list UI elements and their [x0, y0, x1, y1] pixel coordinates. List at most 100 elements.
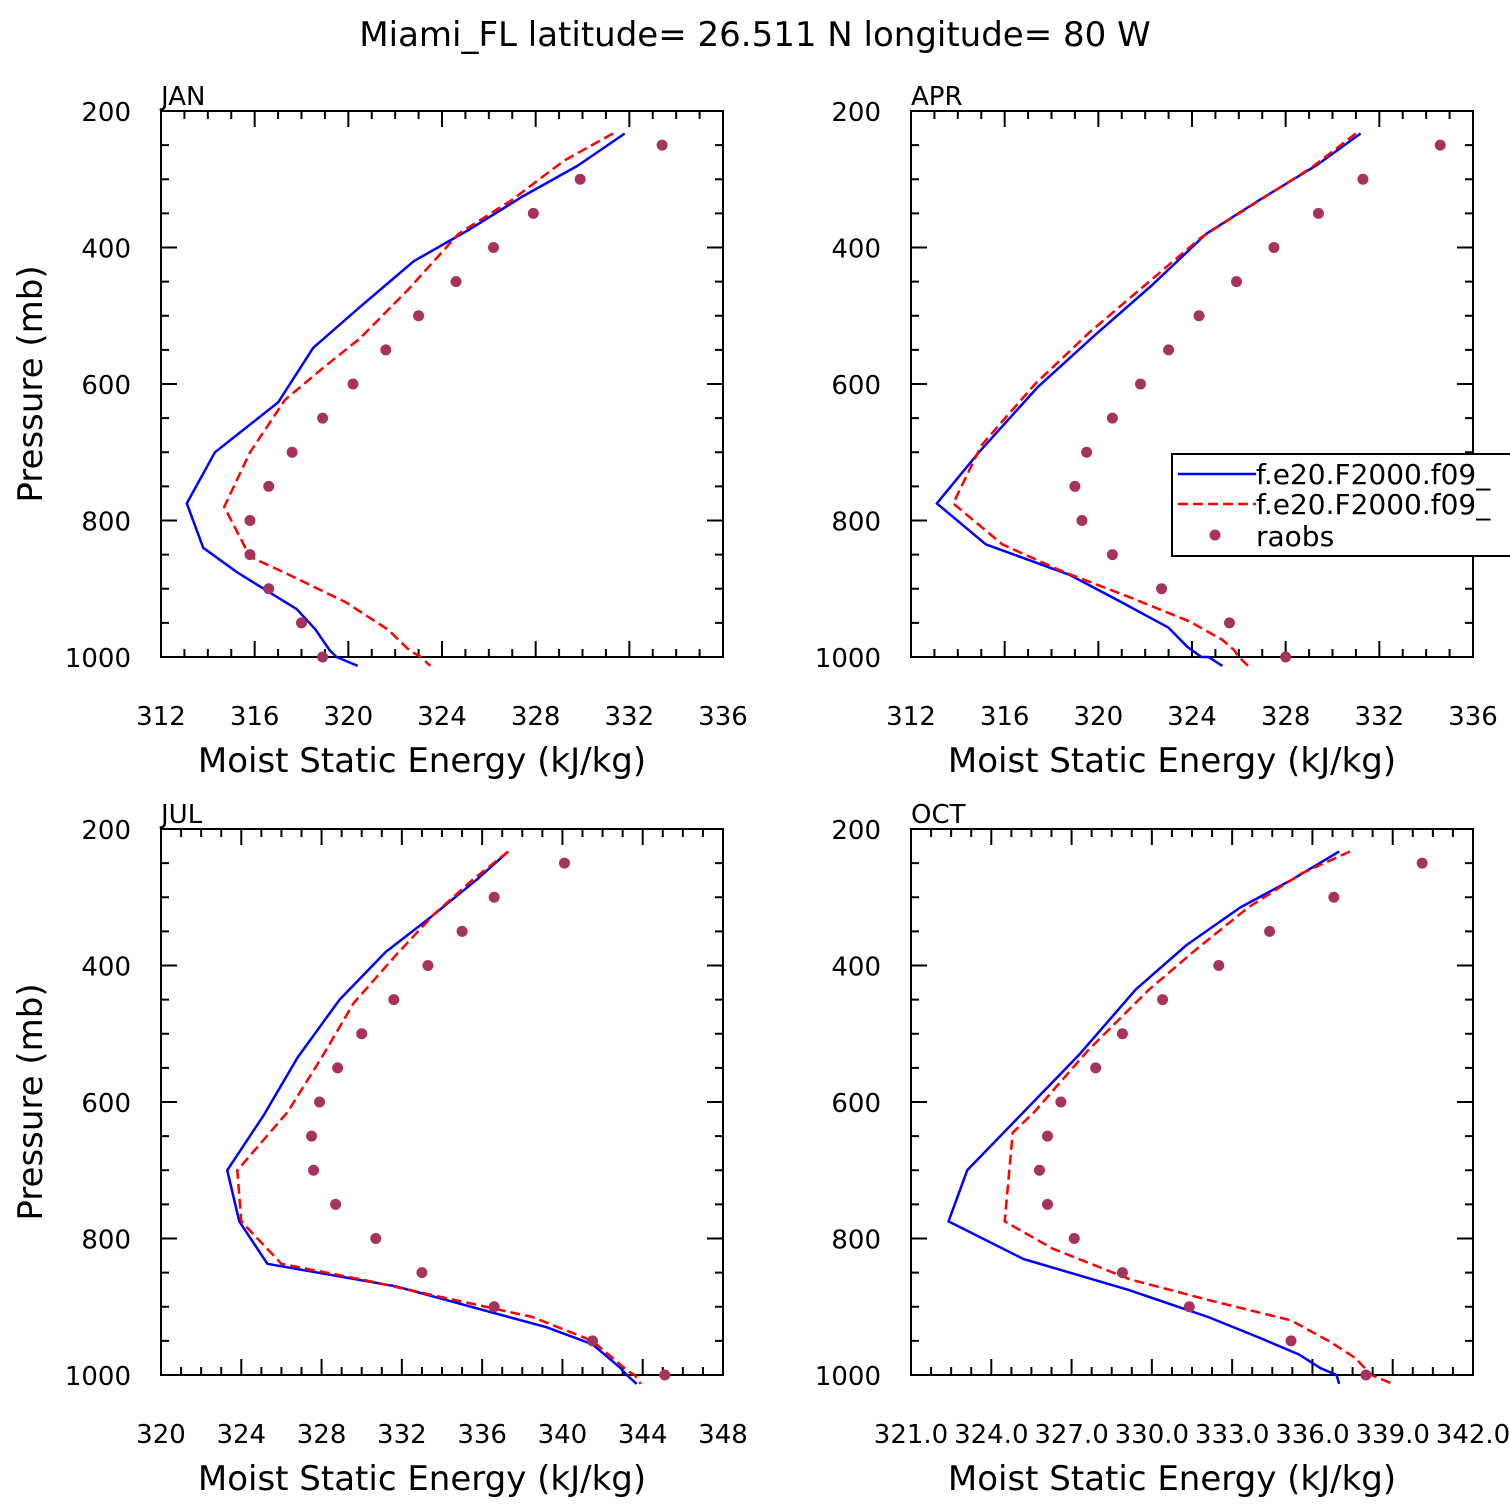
- raobs-point: [1069, 480, 1081, 492]
- raobs-point: [416, 1267, 428, 1279]
- raobs-point: [1156, 583, 1168, 595]
- legend: f.e20.F2000.f09_f.e20.F2000.f09_raobs: [1171, 453, 1510, 557]
- raobs-point: [244, 549, 256, 561]
- y-tick-label: 1000: [815, 1362, 881, 1392]
- panel-title: APR: [911, 82, 963, 112]
- raobs-point: [1268, 242, 1280, 253]
- raobs-point: [1280, 651, 1292, 663]
- x-axis-label: Moist Static Energy (kJ/kg): [948, 741, 1396, 781]
- y-tick-label: 800: [81, 508, 131, 538]
- data-area: [935, 132, 1446, 667]
- model2-line: [222, 132, 614, 667]
- raobs-point: [332, 1062, 344, 1074]
- raobs-point: [244, 515, 256, 526]
- x-tick-label: 344: [618, 1420, 668, 1450]
- raobs-point: [488, 891, 500, 903]
- x-tick-label: 336.0: [1275, 1420, 1349, 1450]
- y-tick-label: 400: [831, 953, 881, 983]
- x-tick-label: 336: [698, 702, 748, 732]
- y-tick-label: 200: [831, 816, 881, 846]
- x-tick-label: 328: [297, 1420, 347, 1450]
- raobs-point: [306, 1130, 318, 1142]
- x-tick-label: 312: [136, 702, 186, 732]
- plot-frame: [160, 110, 724, 658]
- y-tick-label: 600: [81, 371, 131, 401]
- x-tick-label: 312: [886, 702, 936, 732]
- chart-panel-oct: 200 400 600 800 1000 321.0 324.0 327.0 330.0 333.…: [815, 800, 1510, 1499]
- y-tick-label: 600: [81, 1089, 131, 1119]
- x-tick-label: 327.0: [1034, 1420, 1108, 1450]
- raobs-point: [370, 1233, 382, 1244]
- data-area: [225, 850, 671, 1385]
- data-area: [947, 850, 1428, 1386]
- raobs-point: [488, 1301, 500, 1313]
- y-tick-label: 1000: [65, 1362, 131, 1392]
- x-tick-label: 328: [1261, 702, 1311, 732]
- raobs-point: [380, 344, 392, 356]
- x-axis-label: Moist Static Energy (kJ/kg): [948, 1459, 1396, 1499]
- y-tick-label: 800: [831, 1226, 881, 1256]
- raobs-point: [1357, 173, 1369, 185]
- x-tick-label: 324: [417, 702, 467, 732]
- plot-frame: [910, 110, 1474, 658]
- raobs-point: [456, 925, 468, 937]
- x-tick-label: 316: [230, 702, 280, 732]
- x-tick-label: 339.0: [1355, 1420, 1429, 1450]
- raobs-point: [1230, 276, 1242, 288]
- raobs-point: [422, 960, 434, 971]
- raobs-point: [1068, 1233, 1080, 1244]
- y-tick-label: 1000: [815, 644, 881, 674]
- y-tick-label: 400: [831, 235, 881, 265]
- x-tick-label: 336: [1448, 702, 1498, 732]
- x-tick-label: 324.0: [954, 1420, 1028, 1450]
- legend-label: raobs: [1256, 520, 1334, 553]
- legend-label: f.e20.F2000.f09_: [1256, 488, 1491, 521]
- x-tick-label: 333.0: [1195, 1420, 1269, 1450]
- x-tick-label: 332: [605, 702, 655, 732]
- raobs-point: [263, 583, 275, 595]
- raobs-point: [1116, 1267, 1128, 1279]
- raobs-point: [1116, 1028, 1128, 1040]
- x-tick-label: 348: [698, 1420, 748, 1450]
- legend-raobs-marker: [1209, 529, 1221, 541]
- raobs-point: [527, 207, 539, 219]
- raobs-point: [587, 1335, 599, 1347]
- raobs-point: [1285, 1335, 1297, 1347]
- x-axis-label: Moist Static Energy (kJ/kg): [198, 1459, 646, 1499]
- model2-line: [1003, 850, 1394, 1386]
- y-axis-label: Pressure (mb): [11, 265, 51, 502]
- y-tick-label: 1000: [65, 644, 131, 674]
- x-tick-label: 336: [457, 1420, 507, 1450]
- raobs-point: [1416, 857, 1428, 869]
- model1-line: [935, 132, 1362, 667]
- model1-line: [225, 850, 638, 1385]
- panel-title: OCT: [911, 800, 966, 830]
- x-tick-label: 324: [216, 1420, 266, 1450]
- x-tick-label: 330.0: [1115, 1420, 1189, 1450]
- raobs-point: [317, 651, 329, 663]
- raobs-point: [1033, 1164, 1045, 1176]
- raobs-point: [286, 446, 298, 458]
- raobs-point: [356, 1028, 368, 1040]
- raobs-point: [1106, 412, 1118, 424]
- legend-label: f.e20.F2000.f09_: [1256, 458, 1491, 491]
- raobs-point: [1134, 378, 1146, 390]
- y-tick-label: 200: [81, 816, 131, 846]
- raobs-point: [296, 617, 307, 629]
- x-tick-label: 332: [1355, 702, 1405, 732]
- raobs-point: [263, 480, 275, 492]
- y-tick-label: 200: [81, 98, 131, 128]
- y-tick-label: 600: [831, 1089, 881, 1119]
- raobs-point: [1312, 207, 1324, 219]
- plot-frame: [160, 828, 724, 1376]
- raobs-point: [574, 173, 586, 185]
- model2-line: [951, 132, 1357, 667]
- raobs-point: [347, 378, 359, 390]
- model1-line: [185, 132, 626, 668]
- x-axis-label: Moist Static Energy (kJ/kg): [198, 741, 646, 781]
- raobs-point: [1041, 1130, 1053, 1142]
- raobs-point: [388, 994, 400, 1006]
- x-tick-label: 324: [1167, 702, 1217, 732]
